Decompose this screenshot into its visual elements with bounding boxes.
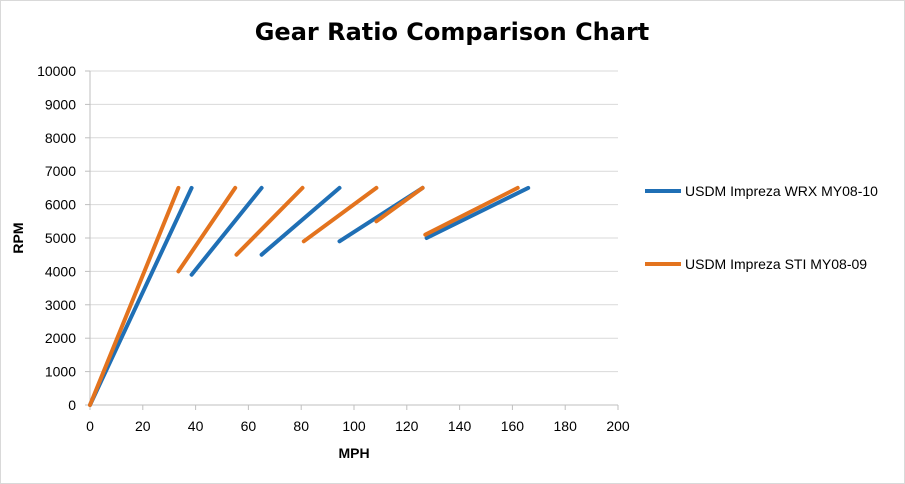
x-tick-label: 60: [241, 418, 257, 434]
legend: USDM Impreza WRX MY08-10 USDM Impreza STI…: [645, 183, 878, 272]
series-line-gear-4: [301, 185, 379, 244]
y-tick-label: 7000: [45, 163, 76, 179]
x-tick-labels: 0 20 40 60 80 100 120 140 160 180 200: [86, 418, 630, 434]
x-tick-label: 160: [501, 418, 525, 434]
legend-label: USDM Impreza WRX MY08-10: [685, 183, 878, 199]
x-tick-label: 20: [135, 418, 151, 434]
series-line-gear-2: [189, 185, 264, 277]
series-1: [88, 185, 531, 407]
series-line-gear-3: [234, 185, 305, 257]
x-tick-label: 100: [342, 418, 366, 434]
series-line-gear-1: [88, 185, 181, 407]
series-2: [88, 185, 520, 407]
y-tick-label: 10000: [37, 63, 76, 79]
series-line-gear-1: [88, 185, 194, 407]
x-tick-label: 140: [448, 418, 472, 434]
x-tick-label: 180: [554, 418, 578, 434]
series-line-gear-6: [423, 185, 520, 237]
y-tick-label: 6000: [45, 197, 76, 213]
y-tick-label: 5000: [45, 230, 76, 246]
x-tick-label: 0: [86, 418, 94, 434]
y-tick-label: 0: [68, 397, 76, 413]
y-tick-label: 4000: [45, 263, 76, 279]
y-axis-title: RPM: [10, 222, 26, 253]
series-line-gear-3: [259, 185, 342, 257]
y-tick-label: 1000: [45, 364, 76, 380]
x-tick-label: 40: [188, 418, 204, 434]
chart-title: Gear Ratio Comparison Chart: [255, 18, 650, 46]
series-line-gear-5: [424, 185, 531, 240]
y-tick-labels: 0 1000 2000 3000 4000 5000 6000 7000 8000 9000 100…: [37, 63, 76, 413]
y-tick-label: 3000: [45, 297, 76, 313]
x-tick-label: 120: [395, 418, 419, 434]
x-axis-title: MPH: [338, 445, 369, 461]
legend-label: USDM Impreza STI MY08-09: [685, 256, 867, 272]
gridlines: [90, 70, 618, 373]
series-line-gear-5: [374, 185, 425, 224]
axes: [85, 70, 619, 410]
y-tick-label: 9000: [45, 96, 76, 112]
y-tick-label: 8000: [45, 130, 76, 146]
plot-area: [88, 185, 531, 407]
series-line-gear-2: [176, 185, 238, 274]
y-tick-label: 2000: [45, 330, 76, 346]
x-tick-label: 200: [606, 418, 630, 434]
x-tick-label: 80: [293, 418, 309, 434]
